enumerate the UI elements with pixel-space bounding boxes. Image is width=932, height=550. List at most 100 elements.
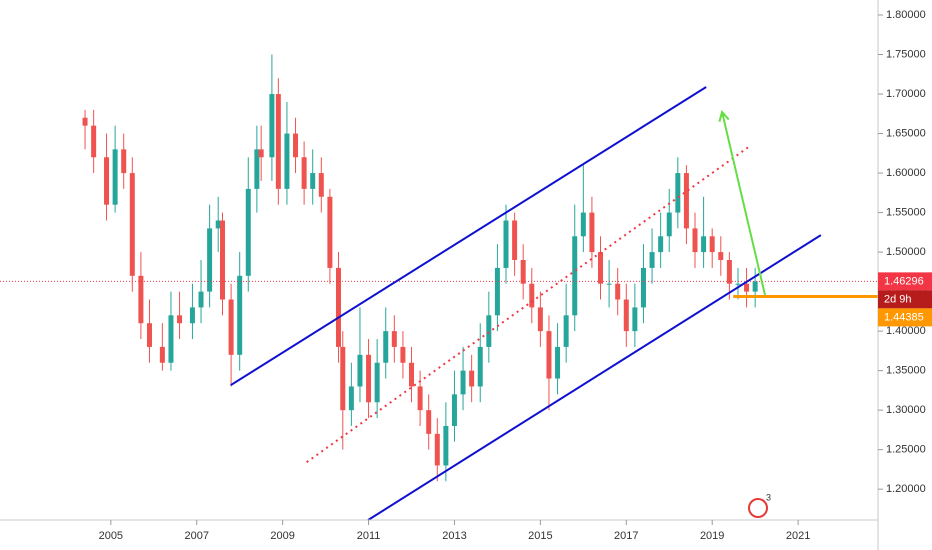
candle-body	[269, 94, 275, 158]
candle-body	[91, 125, 97, 158]
candle-body	[460, 370, 466, 395]
candle-body	[357, 354, 363, 387]
candle-body	[159, 346, 165, 363]
x-tick-label: 2021	[786, 530, 810, 542]
candle-body	[301, 157, 307, 189]
logo: 3	[748, 492, 771, 518]
candle-body	[744, 283, 750, 292]
y-tick-label: 1.60000	[886, 167, 926, 179]
candle-body	[443, 425, 449, 466]
logo-badge: 3	[766, 492, 771, 502]
trend-line	[306, 145, 751, 463]
candle-body	[529, 283, 535, 308]
candle-body	[112, 149, 118, 205]
candle-body	[658, 236, 664, 253]
candle-body	[327, 196, 333, 268]
candle-body	[486, 315, 492, 347]
candle-body	[726, 260, 732, 284]
candle-body	[520, 260, 526, 284]
candle-body	[623, 299, 629, 332]
candle-body	[168, 315, 174, 363]
candle-body	[138, 275, 144, 324]
candle-body	[366, 354, 372, 403]
arrow	[721, 111, 767, 296]
candle-body	[537, 307, 543, 332]
candle-body	[546, 331, 552, 379]
candle-body	[318, 173, 324, 197]
candle-body	[426, 410, 432, 434]
countdown-label-box	[878, 290, 932, 309]
plot-area	[0, 54, 878, 521]
candle-body	[82, 117, 88, 126]
candle-body	[632, 307, 638, 332]
candle-body	[400, 346, 406, 363]
last-price-label: 1.46296	[884, 275, 924, 287]
y-tick-label: 1.35000	[886, 365, 926, 377]
candle-body	[254, 149, 260, 189]
y-tick-label: 1.70000	[886, 88, 926, 100]
y-tick-label: 1.30000	[886, 404, 926, 416]
candle-body	[589, 212, 595, 253]
x-tick-label: 2017	[614, 530, 638, 542]
candle-body	[348, 386, 354, 411]
candle-body	[237, 275, 243, 355]
candle-body	[477, 346, 483, 387]
y-tick-label: 1.25000	[886, 444, 926, 456]
candle-body	[383, 331, 389, 363]
candle-body	[683, 173, 689, 229]
candle-body	[701, 236, 707, 253]
candle-body	[709, 236, 715, 253]
candle-body	[494, 267, 500, 316]
candle-body	[374, 362, 380, 403]
candle-body	[293, 133, 299, 158]
y-tick-label: 1.75000	[886, 48, 926, 60]
candle-body	[335, 267, 341, 347]
candle-body	[512, 220, 518, 260]
candle-body	[129, 173, 135, 276]
candle-body	[598, 252, 604, 284]
y-tick-label: 1.55000	[886, 206, 926, 218]
x-tick-label: 2019	[700, 530, 724, 542]
x-tick-label: 2007	[184, 530, 208, 542]
candle-body	[198, 291, 204, 308]
candle-body	[555, 346, 561, 379]
candle-body	[220, 220, 226, 300]
candle-body	[503, 220, 509, 268]
y-tick-label: 1.65000	[886, 127, 926, 139]
level-label: 1.44385	[884, 311, 924, 323]
trend-line	[367, 234, 822, 521]
candle-body	[104, 157, 110, 205]
candle-body	[572, 236, 578, 316]
last-price-label-box	[878, 272, 932, 291]
candle-body	[275, 94, 281, 189]
candle-body	[391, 331, 397, 347]
candle-body	[675, 173, 681, 213]
candle-body	[666, 212, 672, 237]
y-tick-label: 1.40000	[886, 325, 926, 337]
candle-body	[606, 283, 612, 285]
countdown-label: 2d 9h	[884, 293, 912, 305]
level-label-box	[878, 308, 932, 327]
candle-body	[649, 252, 655, 268]
candle-body	[284, 133, 290, 189]
candle-body	[752, 281, 758, 292]
trend-line	[230, 86, 707, 387]
arrow-head	[718, 110, 730, 122]
candle-body	[469, 370, 475, 387]
candle-body	[340, 346, 346, 411]
candle-body	[258, 149, 264, 158]
candle-body	[177, 315, 183, 324]
candle-body	[580, 212, 586, 237]
y-tick-label: 1.80000	[886, 9, 926, 21]
x-tick-label: 2011	[357, 530, 381, 542]
x-tick-label: 2005	[99, 530, 123, 542]
candle-body	[640, 267, 646, 308]
y-tick-label: 1.20000	[886, 483, 926, 495]
candle-body	[434, 433, 440, 466]
candle-body	[121, 149, 127, 174]
y-tick-label: 1.50000	[886, 246, 926, 258]
x-tick-label: 2015	[528, 530, 552, 542]
candle-body	[735, 283, 741, 285]
